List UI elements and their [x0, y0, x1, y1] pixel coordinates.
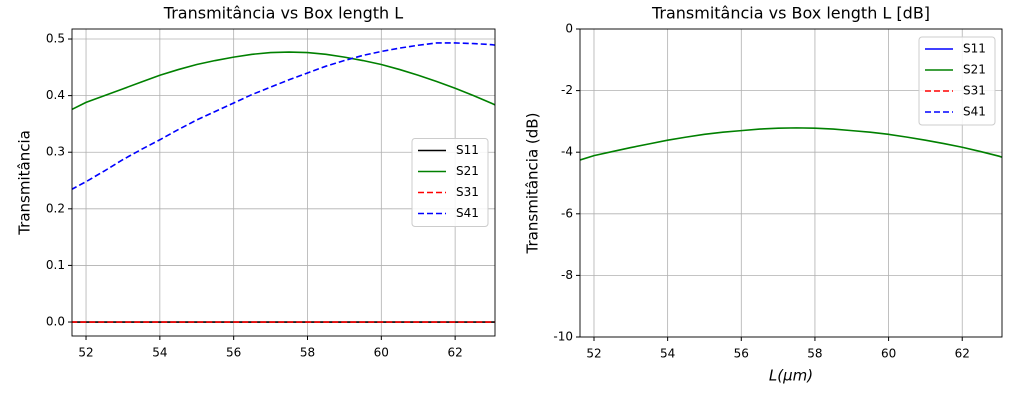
legend-label: S21	[963, 63, 986, 77]
y-tick-label: -8	[561, 268, 573, 282]
y-tick-label: 0	[565, 22, 573, 36]
chart: Transmitância vs Box length L [dB] L(μm) T…	[524, 4, 1003, 385]
y-tick-label: -2	[561, 83, 573, 97]
legend: S11 S21 S31 S41	[411, 138, 489, 227]
y-tick-label: 0.0	[46, 315, 65, 329]
legend-label: S31	[963, 84, 986, 98]
series-line	[72, 51, 495, 111]
y-tick-label: -10	[553, 330, 573, 344]
plot-frame	[71, 28, 496, 337]
y-tick-label: -6	[561, 206, 573, 220]
x-axis-label: L(μm)	[769, 367, 813, 385]
x-tick-label: 58	[300, 346, 315, 360]
x-tick-label: 56	[226, 346, 241, 360]
x-tick-label: 54	[660, 347, 675, 361]
chart-title: Transmitância vs Box length L [dB]	[651, 4, 930, 23]
y-tick-label: 0.3	[46, 145, 65, 159]
y-tick-label: 0.1	[46, 258, 65, 272]
x-tick-label: 60	[881, 347, 896, 361]
y-axis-label: Transmitância	[16, 130, 34, 236]
x-tick-label: 52	[586, 347, 601, 361]
x-tick-label: 62	[955, 347, 970, 361]
legend-box	[918, 36, 996, 126]
chart: Transmitância vs Box length L Transmitânc…	[16, 4, 496, 360]
legend-label: S31	[456, 185, 479, 199]
legend-label: S11	[963, 42, 986, 56]
legend-label: S41	[963, 105, 986, 119]
y-tick-label: 0.4	[46, 88, 65, 102]
legend-label: S21	[456, 164, 479, 178]
legend-box	[411, 138, 489, 227]
x-tick-label: 62	[447, 346, 462, 360]
plot-frame	[579, 28, 1003, 338]
chart-title: Transmitância vs Box length L	[163, 4, 403, 23]
legend-label: S11	[456, 143, 479, 157]
y-tick-label: -4	[561, 145, 573, 159]
x-tick-label: 60	[374, 346, 389, 360]
x-tick-label: 52	[78, 346, 93, 360]
y-tick-label: 0.5	[46, 32, 65, 46]
series-line	[580, 127, 1002, 161]
series-line	[72, 42, 495, 191]
legend-label: S41	[456, 206, 479, 220]
y-axis-label: Transmitância (dB)	[524, 113, 542, 255]
x-tick-label: 58	[807, 347, 822, 361]
legend: S11 S21 S31 S41	[918, 36, 996, 126]
x-tick-label: 56	[734, 347, 749, 361]
y-tick-label: 0.2	[46, 201, 65, 215]
x-tick-label: 54	[152, 346, 167, 360]
